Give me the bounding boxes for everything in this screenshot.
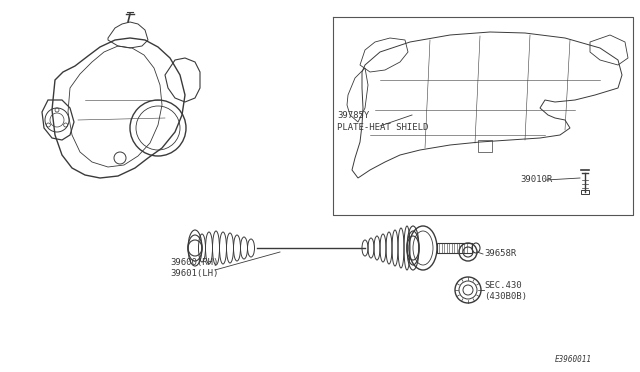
Text: E3960011: E3960011 xyxy=(555,355,592,364)
Bar xyxy=(437,243,472,253)
Text: 39010R: 39010R xyxy=(520,175,552,184)
Text: 39600(RH): 39600(RH) xyxy=(170,258,218,267)
Text: 39601(LH): 39601(LH) xyxy=(170,269,218,278)
Text: (430B0B): (430B0B) xyxy=(484,292,527,301)
Text: SEC.430: SEC.430 xyxy=(484,281,522,290)
Text: 39785Y: 39785Y xyxy=(337,111,369,120)
Text: PLATE-HEAT SHIELD: PLATE-HEAT SHIELD xyxy=(337,123,428,132)
Text: 39658R: 39658R xyxy=(484,249,516,258)
